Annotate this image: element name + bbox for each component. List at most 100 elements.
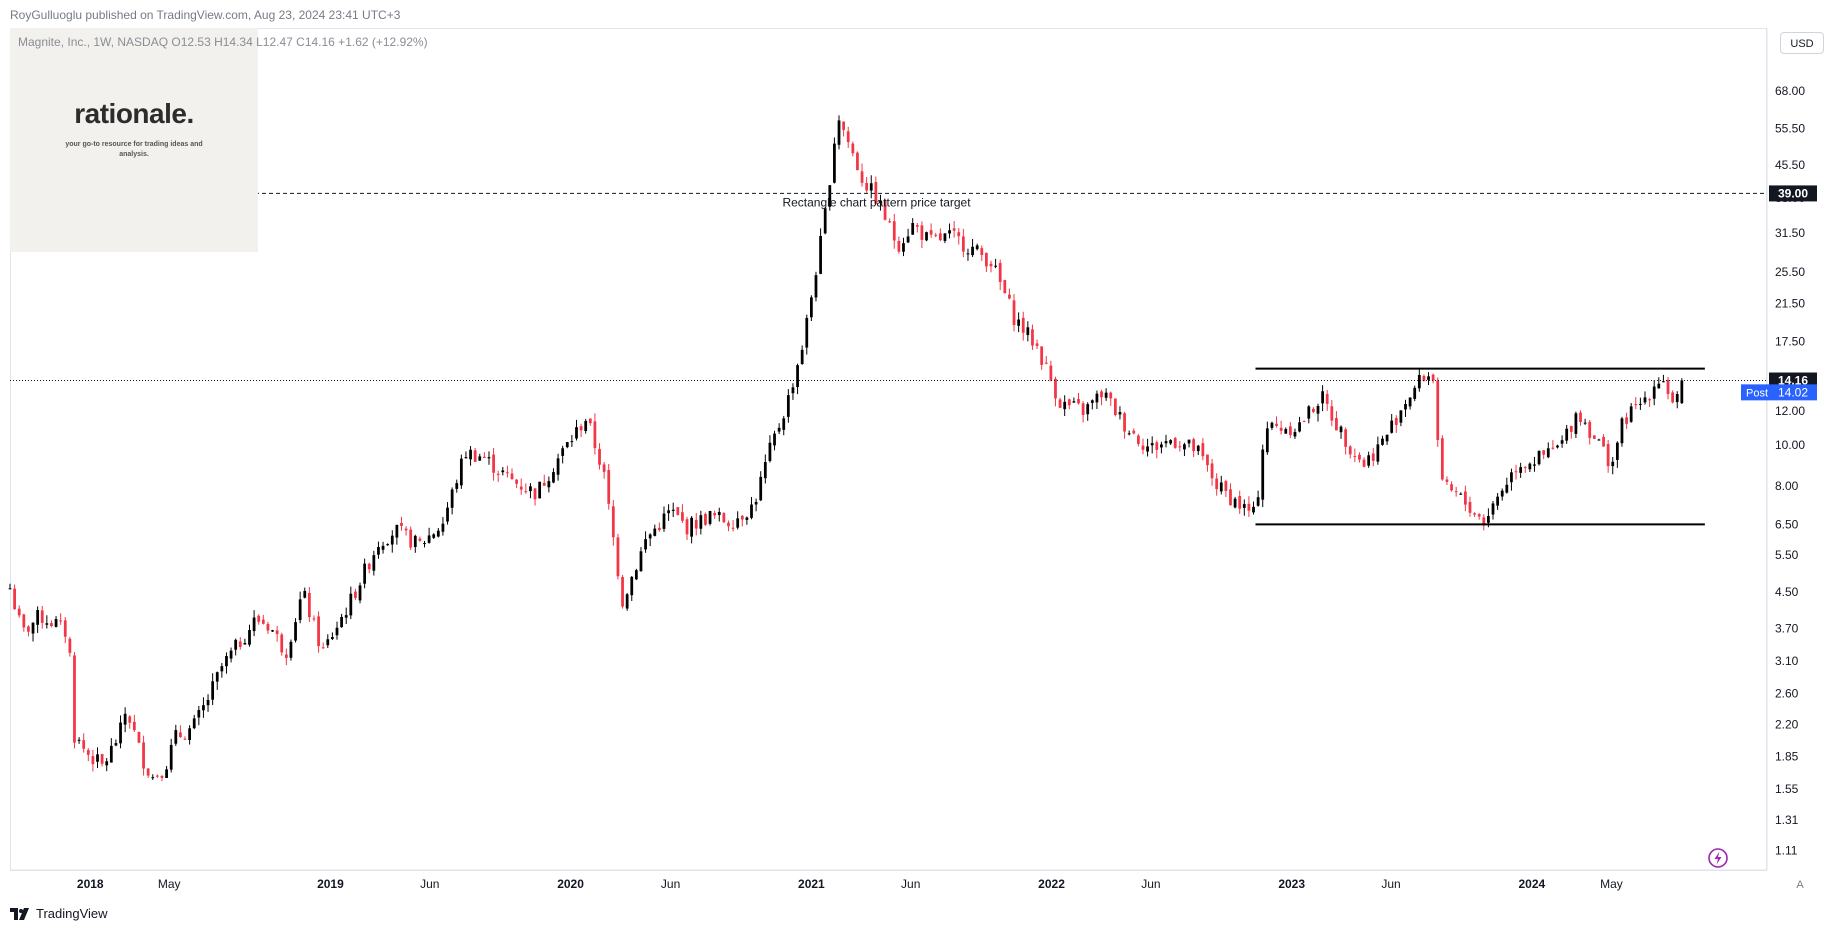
candle-body (1169, 440, 1172, 444)
candle-body (1371, 453, 1375, 461)
candle-body (1583, 422, 1587, 424)
candle-body (837, 120, 841, 145)
x-tick-label: Jun (1141, 877, 1160, 891)
candle-body (980, 248, 984, 256)
candle-body (54, 618, 58, 627)
candle-body (759, 476, 763, 501)
candle-body (1639, 403, 1642, 405)
candle-body (1588, 421, 1592, 438)
candle-body (699, 515, 703, 529)
y-tick-label: 1.31 (1775, 813, 1799, 827)
candle-body (1565, 428, 1569, 441)
candle-body (307, 593, 311, 618)
candle-body (1487, 516, 1490, 523)
candle-body (192, 718, 196, 729)
currency-button[interactable]: USD (1780, 32, 1824, 54)
y-tick-label: 3.70 (1775, 621, 1799, 635)
x-tick-label: Jun (901, 877, 920, 891)
x-tick-label: May (1600, 877, 1623, 891)
candle-body (1376, 444, 1380, 462)
candle-body (501, 470, 505, 473)
candle-body (556, 458, 560, 475)
candle-body (1514, 471, 1518, 473)
candle-body (142, 742, 145, 769)
candle-body (681, 512, 684, 521)
candle-body (1579, 412, 1582, 422)
y-tick-label: 12.00 (1775, 404, 1805, 418)
candle-body (243, 642, 247, 645)
candle-body (211, 681, 215, 700)
candle-body (1229, 489, 1232, 506)
candle-body (160, 775, 164, 778)
candle-body (1173, 438, 1177, 448)
candle-body (602, 464, 606, 472)
candle-body (883, 200, 887, 220)
candle-body (708, 510, 712, 524)
candle-body (1362, 459, 1366, 467)
candle-body (667, 510, 670, 514)
auto-scale-button[interactable]: A (1796, 879, 1804, 891)
y-tick-label: 21.50 (1775, 296, 1805, 310)
candle-body (50, 623, 53, 627)
candle-body (1026, 327, 1030, 336)
candle-body (492, 454, 495, 473)
candle-body (1063, 401, 1067, 410)
candle-body (496, 473, 500, 475)
candle-body (183, 738, 187, 740)
candle-body (1381, 438, 1384, 445)
candle-body (423, 543, 426, 545)
candle-body (1546, 448, 1550, 458)
candle-body (1422, 375, 1426, 381)
y-tick-label: 5.50 (1775, 548, 1799, 562)
candle-body (1652, 386, 1656, 399)
candle-body (151, 777, 155, 779)
candle-body (929, 230, 933, 235)
candle-body (796, 365, 799, 388)
candle-body (529, 486, 532, 492)
x-tick-label: 2024 (1518, 877, 1545, 891)
candle-body (1675, 394, 1679, 403)
candle-body (915, 225, 919, 227)
candle-body (1150, 443, 1154, 446)
candle-body (1648, 399, 1651, 401)
candle-body (1528, 463, 1532, 470)
candle-body (248, 630, 251, 645)
candle-body (344, 615, 348, 618)
candle-body (579, 426, 583, 431)
candle-body (763, 461, 767, 479)
candle-body (165, 769, 168, 778)
candle-body (63, 620, 67, 637)
candle-body (653, 528, 657, 536)
candle-body (1404, 403, 1407, 410)
publish-header: RoyGulluoglu published on TradingView.co… (0, 0, 1835, 26)
candle-body (1123, 413, 1126, 432)
candle-body (303, 590, 307, 598)
candle-body (1625, 417, 1628, 424)
candle-body (888, 221, 892, 223)
candle-body (105, 761, 109, 766)
candle-body (22, 614, 26, 628)
candle-body (565, 442, 569, 448)
candle-body (59, 620, 63, 622)
candle-body (1183, 444, 1186, 450)
x-tick-label: 2023 (1278, 877, 1305, 891)
candle-body (1247, 503, 1251, 511)
lightning-icon[interactable] (1707, 847, 1729, 869)
candle-body (593, 421, 597, 449)
candle-body (487, 457, 491, 459)
candle-body (450, 489, 454, 508)
candle-body (570, 441, 574, 443)
candle-body (1178, 446, 1182, 448)
candle-body (1081, 403, 1085, 415)
candle-body (1523, 466, 1527, 468)
candle-body (538, 481, 542, 499)
symbol-legend: Magnite, Inc., 1W, NASDAQ O12.53 H14.34 … (18, 35, 428, 49)
candle-body (1537, 450, 1541, 465)
candle-body (634, 570, 638, 580)
candle-body (542, 482, 546, 486)
candle-body (123, 713, 127, 725)
candle-body (814, 275, 818, 298)
candle-body (1574, 413, 1578, 434)
candle-body (1335, 418, 1338, 431)
